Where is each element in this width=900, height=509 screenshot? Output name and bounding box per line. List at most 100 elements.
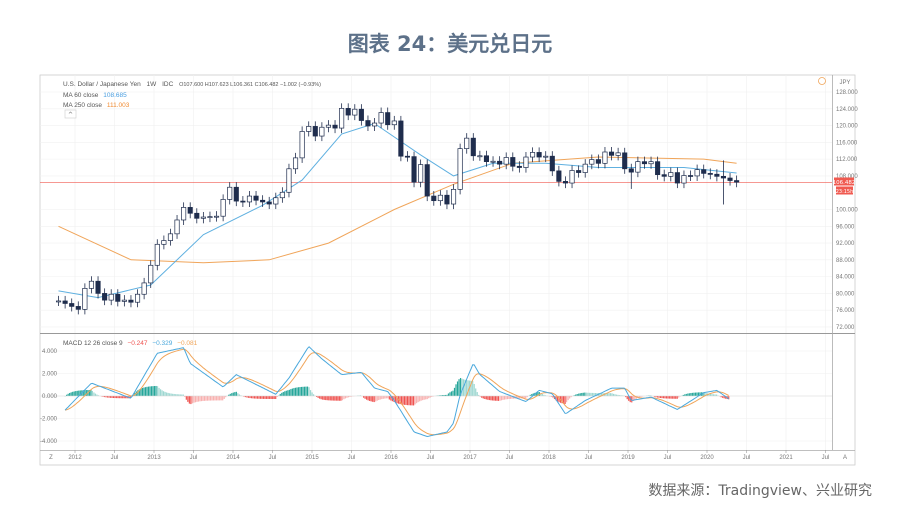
candle <box>404 151 411 162</box>
macd-value: −0.329 <box>152 340 172 347</box>
macd-label: MACD 12 26 close 9 <box>63 340 123 347</box>
macd-histogram-bar <box>285 390 287 396</box>
macd-histogram-bar <box>150 386 153 396</box>
candle <box>352 104 358 121</box>
candle <box>292 152 299 174</box>
macd-histogram-bar <box>305 386 307 396</box>
candle <box>687 170 694 181</box>
macd-histogram-bar <box>576 394 578 396</box>
candle <box>457 143 463 195</box>
macd-histogram-bar <box>412 396 415 406</box>
macd-histogram-bar <box>200 396 203 402</box>
macd-histogram-bar <box>325 396 327 401</box>
macd-histogram-bar <box>459 378 462 396</box>
candle <box>418 159 424 188</box>
auto-scale-button[interactable]: A <box>843 455 847 461</box>
price-tick-label: 80.000 <box>836 291 855 297</box>
candle <box>69 298 75 312</box>
macd-histogram-bar <box>193 396 195 403</box>
chart-frame <box>39 74 856 466</box>
candle <box>134 289 141 308</box>
candle <box>734 175 740 188</box>
macd-histogram-bar <box>470 380 472 396</box>
time-tick-label: Jul <box>269 455 277 461</box>
macd-histogram-bar <box>544 395 547 396</box>
macd-histogram-bar <box>426 396 428 400</box>
candle <box>464 133 470 154</box>
candle <box>306 121 312 137</box>
collapse-legend-button[interactable]: ^ <box>64 109 77 119</box>
macd-histogram-bar <box>256 396 259 399</box>
macd-histogram-bar <box>676 396 678 399</box>
macd-histogram-bar <box>567 396 569 401</box>
candle <box>55 295 62 306</box>
macd-histogram-bar <box>484 396 486 400</box>
candle <box>102 288 108 306</box>
macd-histogram-bar <box>588 392 590 396</box>
macd-histogram-bar <box>144 387 147 396</box>
macd-tick-label: 2.000 <box>42 372 58 378</box>
candle <box>701 164 707 179</box>
macd-histogram-bar <box>619 395 621 396</box>
macd-histogram-bar <box>208 396 210 401</box>
macd-histogram-bar <box>346 396 348 398</box>
macd-histogram-bar <box>149 386 151 396</box>
macd-histogram-bar <box>111 396 113 398</box>
candle <box>720 160 727 205</box>
macd-histogram-bar <box>622 395 624 396</box>
macd-histogram-bar <box>167 392 169 396</box>
macd-histogram-bar <box>169 393 171 396</box>
candle <box>543 151 549 163</box>
macd-histogram-bar <box>505 396 507 400</box>
macd-histogram-bar <box>678 396 680 398</box>
macd-histogram-bar <box>379 396 381 400</box>
candle <box>497 156 503 170</box>
macd-histogram-bar <box>455 384 457 396</box>
candle <box>424 159 430 202</box>
macd-histogram-bar <box>634 396 636 400</box>
candle <box>200 212 206 224</box>
macd-histogram-bar <box>214 396 216 401</box>
macd-histogram-bar <box>537 392 539 396</box>
candle <box>108 289 114 306</box>
candle <box>75 301 81 315</box>
candle <box>516 161 522 173</box>
time-tick-label: 2013 <box>147 455 161 461</box>
goto-date-icon[interactable]: Z <box>49 455 53 461</box>
macd-histogram-bar <box>108 396 110 398</box>
time-tick-label: Jul <box>585 455 593 461</box>
macd-histogram-bar <box>414 396 416 405</box>
macd-histogram-bar <box>335 396 337 401</box>
macd-histogram-bar <box>343 396 345 400</box>
macd-histogram-bar <box>367 396 369 401</box>
macd-histogram-bar <box>696 392 698 396</box>
macd-histogram-bar <box>570 396 572 398</box>
macd-histogram-bar <box>190 396 192 405</box>
candle <box>385 107 391 130</box>
macd-histogram-bar <box>575 394 577 396</box>
macd-histogram-bar <box>146 386 148 396</box>
macd-histogram-bar <box>302 386 304 396</box>
candle <box>339 103 345 134</box>
macd-pane[interactable] <box>40 346 832 438</box>
page-title: 图表 24：美元兑日元 <box>347 32 553 56</box>
macd-histogram-bar <box>350 396 353 397</box>
alert-icon[interactable] <box>818 77 826 85</box>
source-note: 数据来源：Tradingview、兴业研究 <box>648 483 872 499</box>
price-pane[interactable] <box>40 103 832 315</box>
macd-histogram-bar <box>508 396 510 399</box>
macd-histogram-bar <box>552 396 554 398</box>
macd-histogram-bar <box>649 395 651 396</box>
candle <box>398 115 404 162</box>
macd-histogram-bar <box>411 396 413 406</box>
time-tick-label: Jul <box>427 455 435 461</box>
macd-histogram-bar <box>503 396 506 400</box>
macd-histogram-bar <box>194 396 197 403</box>
candle <box>635 156 641 178</box>
time-tick-label: Jul <box>743 455 751 461</box>
macd-histogram-bar <box>543 394 545 396</box>
macd-histogram-bar <box>176 394 178 396</box>
macd-histogram-bar <box>273 396 275 399</box>
macd-histogram-bar <box>300 386 303 396</box>
